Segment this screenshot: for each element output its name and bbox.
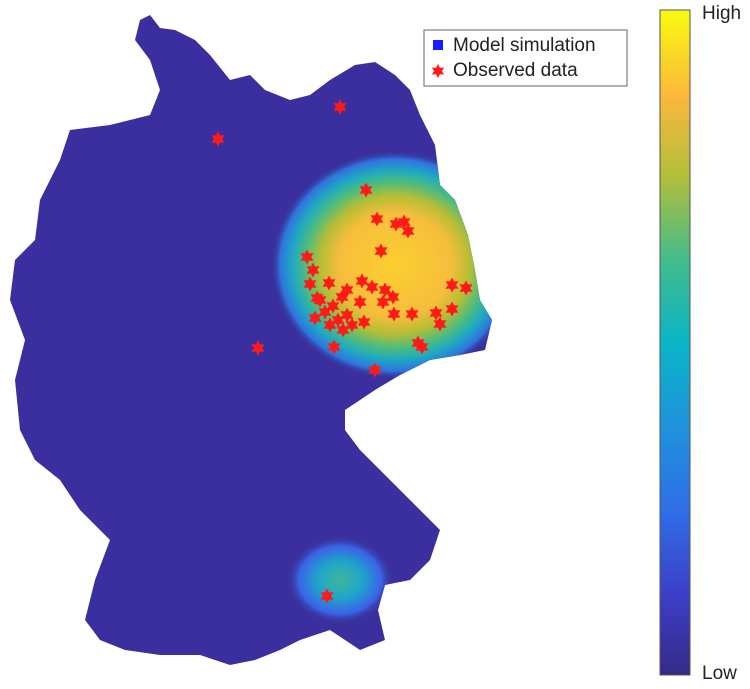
observed-point bbox=[300, 249, 314, 265]
colorbar-label: High bbox=[702, 3, 741, 24]
observed-point bbox=[389, 216, 403, 232]
observed-point bbox=[459, 280, 473, 296]
observed-point bbox=[320, 588, 334, 604]
observed-point bbox=[433, 316, 447, 332]
observed-point bbox=[386, 289, 400, 305]
observed-point bbox=[340, 307, 354, 323]
observed-points bbox=[211, 99, 473, 604]
observed-point bbox=[355, 273, 369, 289]
observed-point bbox=[323, 317, 337, 333]
observed-point bbox=[308, 310, 322, 326]
observed-point bbox=[313, 292, 327, 308]
observed-point bbox=[211, 131, 225, 147]
observed-point bbox=[445, 277, 459, 293]
observed-point bbox=[345, 317, 359, 333]
observed-point bbox=[336, 322, 350, 338]
observed-point bbox=[401, 223, 415, 239]
observed-point bbox=[411, 335, 425, 351]
observed-point bbox=[397, 214, 411, 230]
observed-point bbox=[387, 306, 401, 322]
observed-point bbox=[322, 275, 336, 291]
observed-point bbox=[368, 362, 382, 378]
legend-swatch bbox=[431, 64, 445, 78]
observed-point bbox=[429, 305, 443, 321]
legend-label: Model simulation bbox=[453, 35, 596, 56]
colorbar bbox=[659, 9, 691, 676]
observed-point bbox=[318, 304, 332, 320]
observed-point bbox=[365, 279, 379, 295]
observed-point bbox=[251, 340, 265, 356]
observed-point bbox=[376, 294, 390, 310]
observed-point bbox=[415, 339, 429, 355]
observed-point bbox=[378, 282, 392, 298]
observed-point bbox=[340, 282, 354, 298]
observed-point bbox=[353, 294, 367, 310]
observed-point bbox=[331, 312, 345, 328]
observed-point bbox=[359, 182, 373, 198]
observed-point bbox=[357, 314, 371, 330]
legend-swatch bbox=[433, 40, 443, 50]
observed-point bbox=[327, 339, 341, 355]
observed-point bbox=[303, 276, 317, 292]
observed-point bbox=[335, 289, 349, 305]
observed-point bbox=[374, 243, 388, 259]
observed-point bbox=[370, 211, 384, 227]
observed-point bbox=[405, 306, 419, 322]
colorbar-label: Low bbox=[702, 663, 737, 684]
observed-point bbox=[333, 99, 347, 115]
observed-point bbox=[306, 262, 320, 278]
legend-label: Observed data bbox=[453, 60, 578, 81]
legend bbox=[423, 29, 628, 87]
observed-point bbox=[326, 298, 340, 314]
observed-point bbox=[445, 301, 459, 317]
